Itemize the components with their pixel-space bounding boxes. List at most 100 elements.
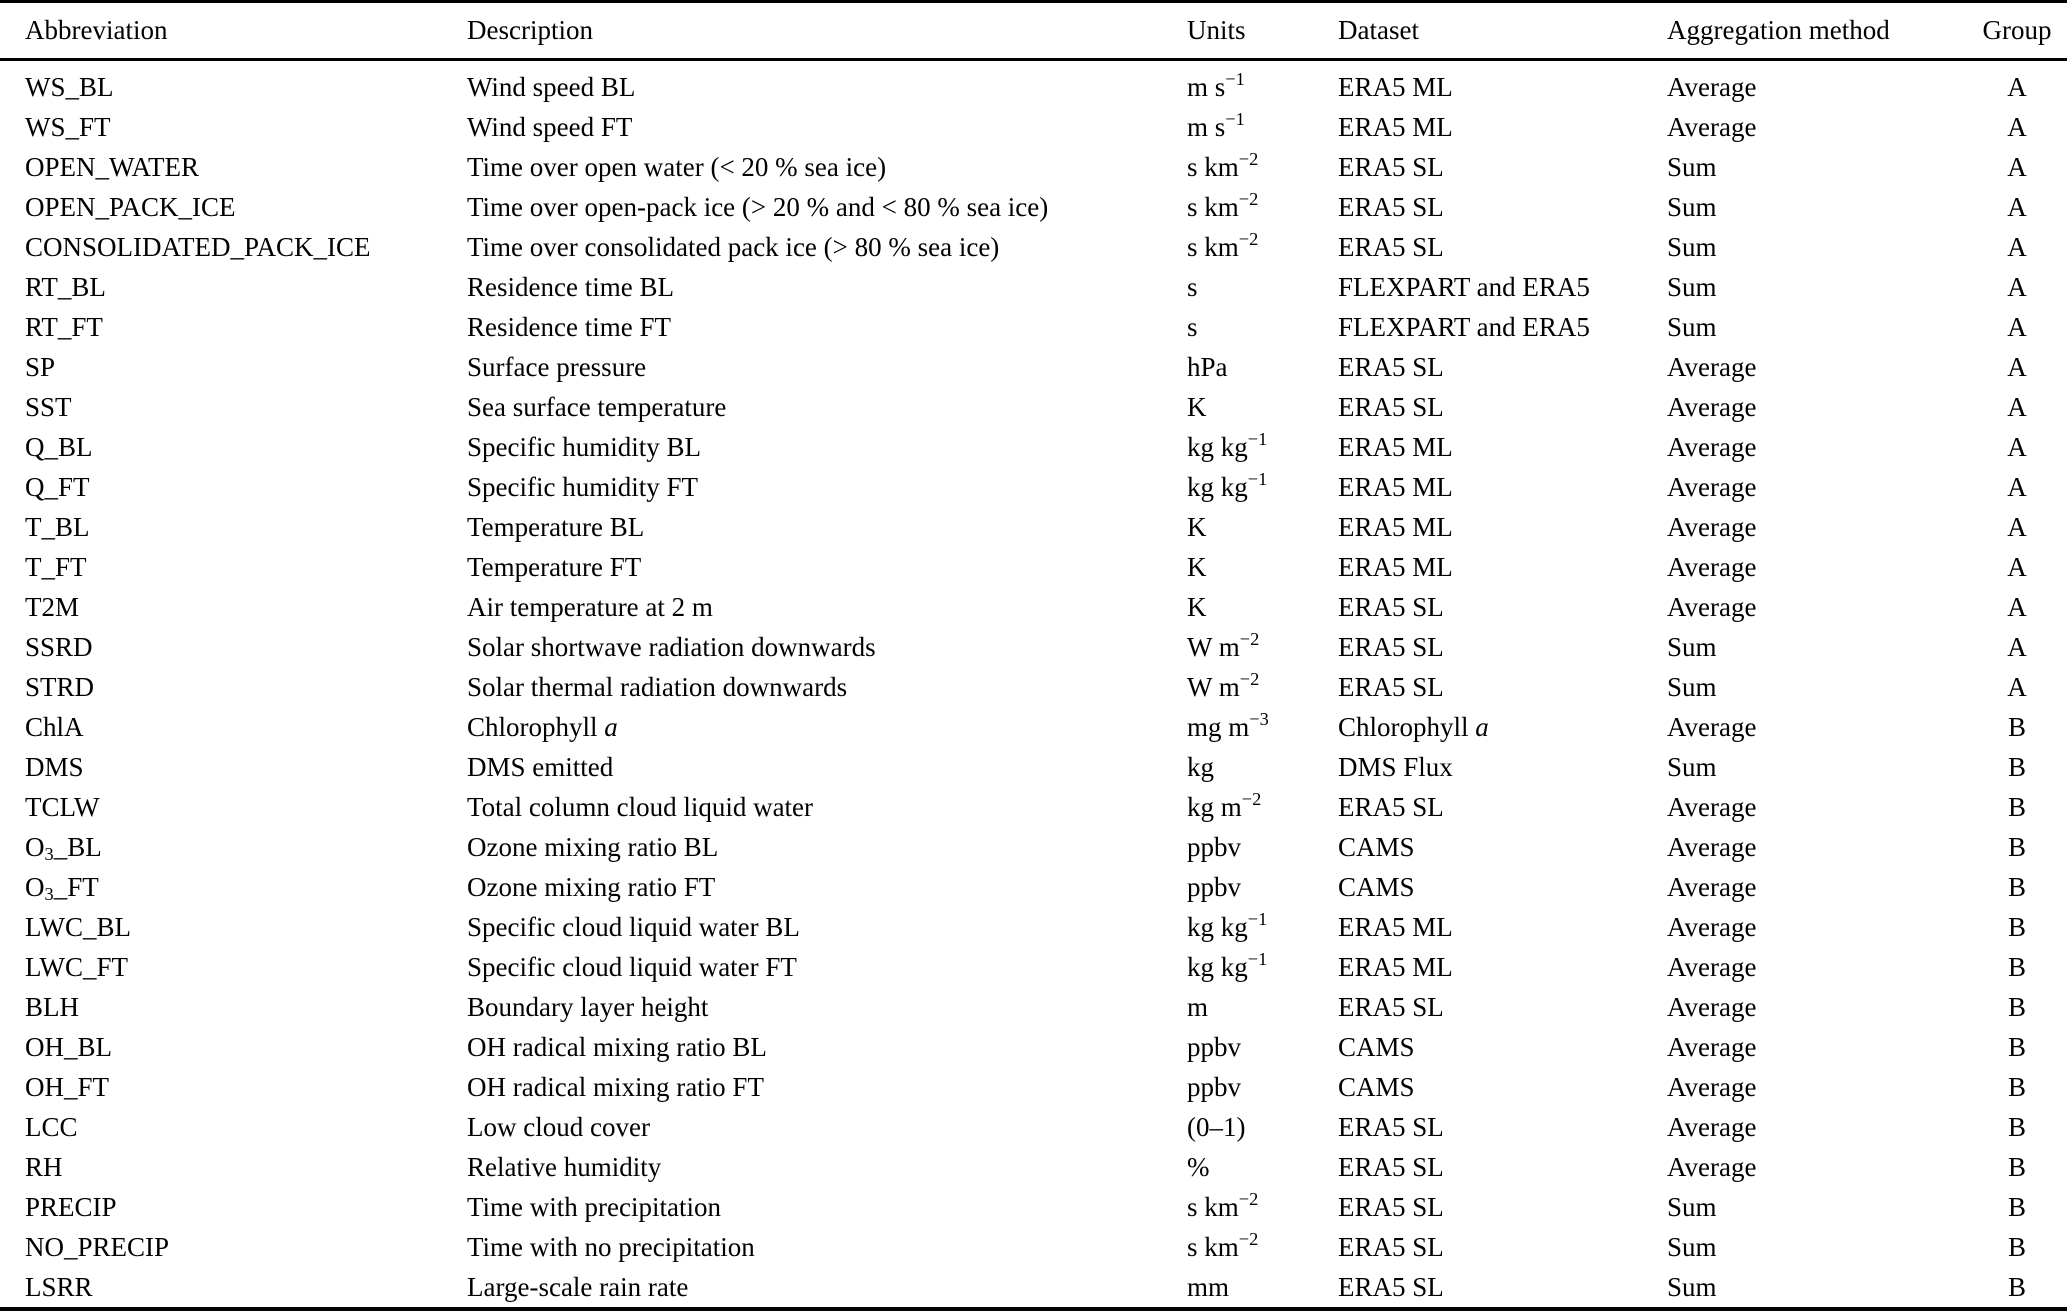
cell-dataset: ERA5 ML — [1338, 71, 1453, 102]
table-row: O3_BL Ozone mixing ratio BL ppbv CAMS Av… — [0, 827, 2067, 867]
cell-aggregation-method: Average — [1667, 591, 1757, 622]
cell-units: % — [1187, 1151, 1210, 1182]
cell-group: B — [2007, 871, 2026, 902]
table-row: ChlA Chlorophyll a mg m−3 Chlorophyll a … — [0, 707, 2067, 747]
cell-group: B — [2007, 1231, 2026, 1262]
cell-group: A — [2007, 231, 2027, 262]
cell-aggregation-method: Average — [1667, 111, 1757, 142]
cell-description: Total column cloud liquid water — [467, 791, 814, 822]
cell-abbreviation: SP — [25, 351, 56, 382]
cell-description: Wind speed FT — [467, 111, 633, 142]
cell-aggregation-method: Sum — [1667, 1271, 1717, 1302]
cell-units: K — [1187, 391, 1207, 422]
cell-description: Surface pressure — [467, 351, 647, 382]
cell-abbreviation: LWC_FT — [25, 951, 128, 982]
cell-group: B — [2007, 1191, 2026, 1222]
cell-dataset: FLEXPART and ERA5 — [1338, 311, 1590, 342]
table-row: TCLW Total column cloud liquid water kg … — [0, 787, 2067, 827]
cell-group: A — [2007, 431, 2027, 462]
cell-abbreviation: DMS — [25, 751, 84, 782]
cell-abbreviation: PRECIP — [25, 1191, 117, 1222]
cell-units: mg m−3 — [1187, 709, 1269, 742]
cell-aggregation-method: Sum — [1667, 311, 1717, 342]
cell-units: mm — [1187, 1271, 1230, 1302]
table-header: Abbreviation Description Units Dataset A… — [0, 1, 2067, 61]
cell-group: B — [2007, 991, 2026, 1022]
cell-group: B — [2007, 1071, 2026, 1102]
cell-units: s km−2 — [1187, 149, 1259, 182]
cell-abbreviation: OH_BL — [25, 1031, 112, 1062]
cell-aggregation-method: Average — [1667, 1031, 1757, 1062]
cell-description: Temperature BL — [467, 511, 645, 542]
cell-dataset: ERA5 ML — [1338, 911, 1453, 942]
table-row: NO_PRECIP Time with no precipitation s k… — [0, 1227, 2067, 1267]
cell-dataset: ERA5 SL — [1338, 1151, 1444, 1182]
column-header-units: Units — [1187, 1, 1338, 61]
table-row: PRECIP Time with precipitation s km−2 ER… — [0, 1187, 2067, 1227]
cell-aggregation-method: Sum — [1667, 191, 1717, 222]
cell-abbreviation: Q_BL — [25, 431, 93, 462]
cell-group: B — [2007, 911, 2026, 942]
cell-abbreviation: OH_FT — [25, 1071, 110, 1102]
table-row: SP Surface pressure hPa ERA5 SL Average … — [0, 347, 2067, 387]
cell-abbreviation: STRD — [25, 671, 95, 702]
cell-units: kg kg−1 — [1187, 469, 1268, 502]
cell-description: Sea surface temperature — [467, 391, 727, 422]
cell-abbreviation: SSRD — [25, 631, 93, 662]
cell-description: Time over open-pack ice (> 20 % and < 80… — [467, 191, 1049, 222]
table-row: T_BL Temperature BL K ERA5 ML Average A — [0, 507, 2067, 547]
cell-abbreviation: RT_BL — [25, 271, 106, 302]
table-body: WS_BL Wind speed BL m s−1 ERA5 ML Averag… — [0, 60, 2067, 1310]
cell-units: m s−1 — [1187, 109, 1245, 142]
table-row: WS_BL Wind speed BL m s−1 ERA5 ML Averag… — [0, 60, 2067, 108]
table-row: SST Sea surface temperature K ERA5 SL Av… — [0, 387, 2067, 427]
cell-description: Specific cloud liquid water BL — [467, 911, 800, 942]
cell-dataset: ERA5 SL — [1338, 591, 1444, 622]
cell-group: A — [2007, 631, 2027, 662]
cell-units: K — [1187, 511, 1207, 542]
cell-aggregation-method: Average — [1667, 951, 1757, 982]
cell-units: s km−2 — [1187, 1189, 1259, 1222]
cell-group: B — [2007, 711, 2026, 742]
cell-aggregation-method: Average — [1667, 791, 1757, 822]
cell-aggregation-method: Average — [1667, 871, 1757, 902]
cell-dataset: ERA5 SL — [1338, 231, 1444, 262]
cell-abbreviation: ChlA — [25, 711, 84, 742]
cell-units: m — [1187, 991, 1209, 1022]
cell-aggregation-method: Average — [1667, 911, 1757, 942]
cell-abbreviation: WS_BL — [25, 71, 114, 102]
cell-dataset: CAMS — [1338, 871, 1415, 902]
cell-units: ppbv — [1187, 1031, 1241, 1062]
cell-units: s — [1187, 271, 1198, 302]
table-row: RT_FT Residence time FT s FLEXPART and E… — [0, 307, 2067, 347]
cell-units: K — [1187, 551, 1207, 582]
cell-group: B — [2007, 951, 2026, 982]
cell-group: B — [2007, 1151, 2026, 1182]
cell-aggregation-method: Average — [1667, 431, 1757, 462]
cell-description: Time with no precipitation — [467, 1231, 755, 1262]
cell-group: A — [2007, 351, 2027, 382]
cell-dataset: Chlorophyll a — [1338, 711, 1489, 742]
cell-units: s km−2 — [1187, 1229, 1259, 1262]
table-row: RH Relative humidity % ERA5 SL Average B — [0, 1147, 2067, 1187]
cell-aggregation-method: Sum — [1667, 671, 1717, 702]
cell-units: s km−2 — [1187, 229, 1259, 262]
cell-aggregation-method: Average — [1667, 1111, 1757, 1142]
cell-abbreviation: TCLW — [25, 791, 100, 822]
cell-units: ppbv — [1187, 871, 1241, 902]
cell-abbreviation: LWC_BL — [25, 911, 131, 942]
table-row: O3_FT Ozone mixing ratio FT ppbv CAMS Av… — [0, 867, 2067, 907]
cell-aggregation-method: Sum — [1667, 231, 1717, 262]
cell-units: m s−1 — [1187, 69, 1245, 102]
cell-group: A — [2007, 551, 2027, 582]
table-row: T_FT Temperature FT K ERA5 ML Average A — [0, 547, 2067, 587]
table-row: OH_FT OH radical mixing ratio FT ppbv CA… — [0, 1067, 2067, 1107]
cell-dataset: ERA5 ML — [1338, 431, 1453, 462]
cell-abbreviation: LCC — [25, 1111, 78, 1142]
cell-group: A — [2007, 271, 2027, 302]
cell-description: Solar shortwave radiation downwards — [467, 631, 876, 662]
table-row: T2M Air temperature at 2 m K ERA5 SL Ave… — [0, 587, 2067, 627]
table-row: OPEN_PACK_ICE Time over open-pack ice (>… — [0, 187, 2067, 227]
cell-aggregation-method: Average — [1667, 391, 1757, 422]
cell-group: B — [2007, 1031, 2026, 1062]
